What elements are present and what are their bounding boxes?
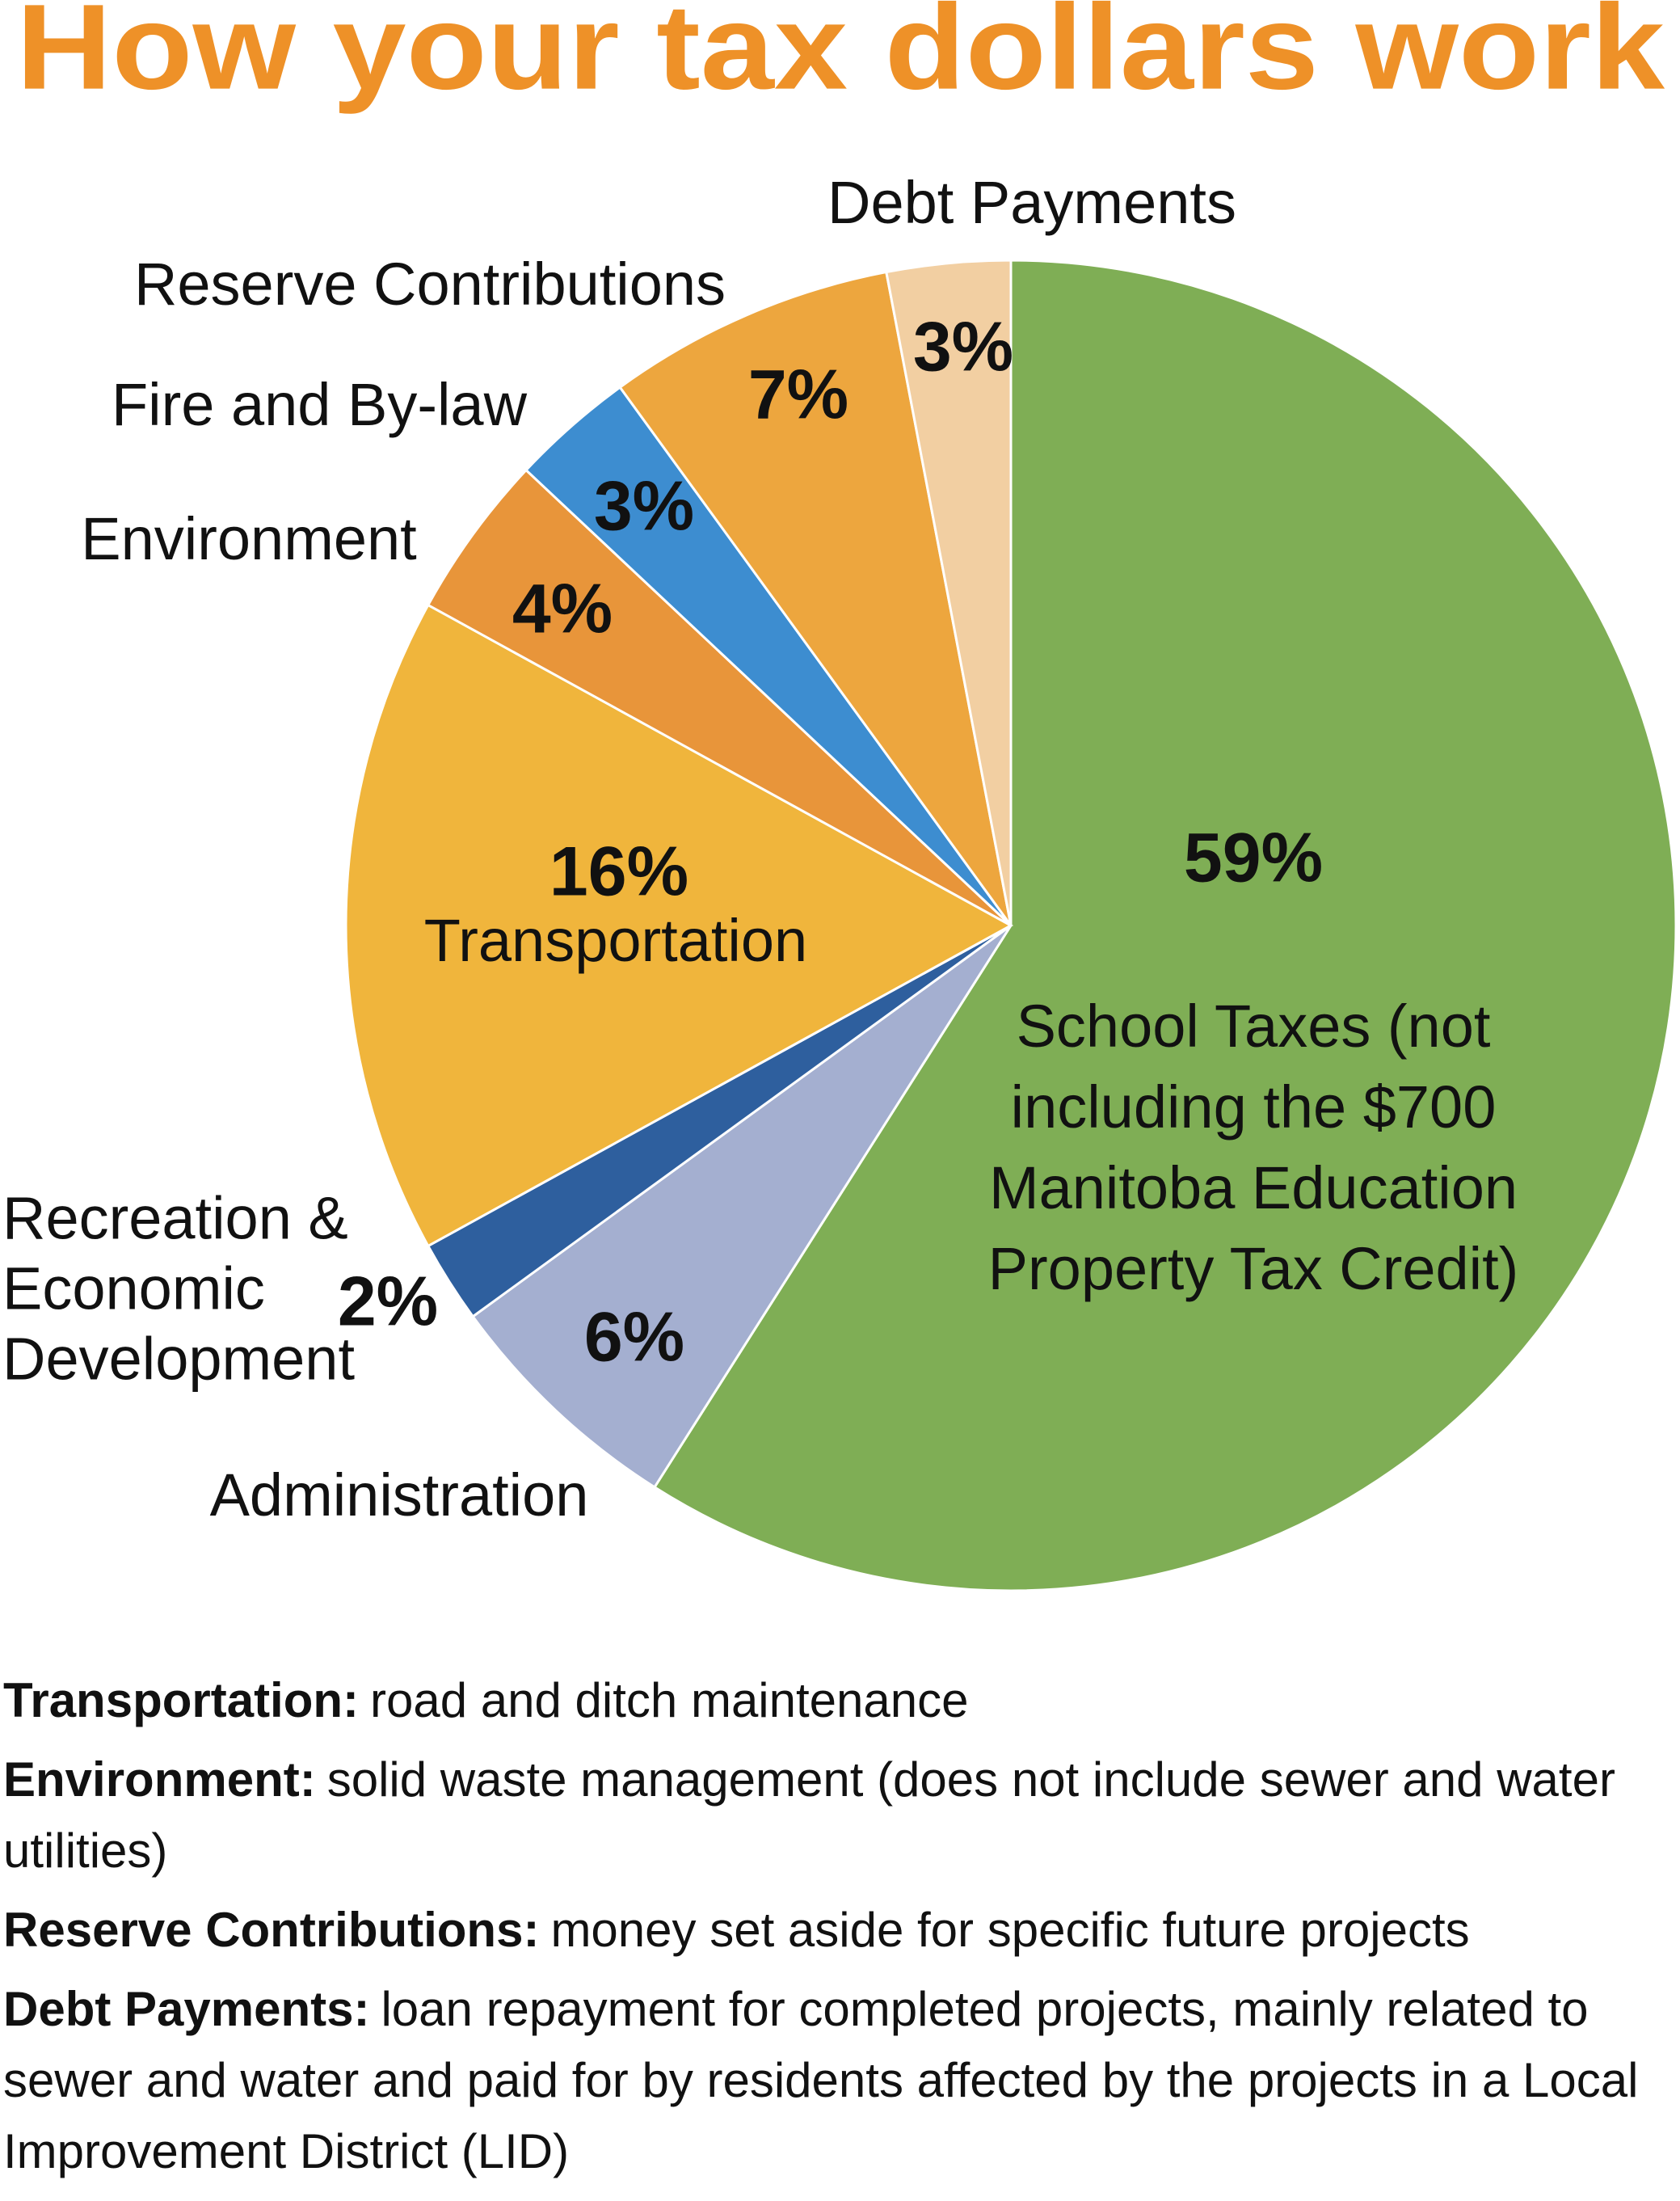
pie-slice bbox=[618, 270, 1013, 926]
value-label: 2% bbox=[337, 1263, 439, 1341]
definition-text: money set aside for specific future proj… bbox=[550, 1903, 1470, 1957]
category-label: Debt Payments bbox=[827, 169, 1236, 236]
definition: Debt Payments: loan repayment for complet… bbox=[3, 1974, 1676, 2187]
value-label: 59% bbox=[1183, 819, 1324, 897]
definition-text: loan repayment for completed projects, m… bbox=[3, 1982, 1639, 2178]
pie-slice bbox=[426, 468, 1013, 927]
definition-term: Reserve Contributions: bbox=[3, 1903, 540, 1957]
pie-slice bbox=[471, 924, 1013, 1489]
definition: Transportation: road and ditch maintenanc… bbox=[3, 1665, 1676, 1736]
category-label: Transportation bbox=[423, 907, 808, 974]
category-label: Administration bbox=[209, 1461, 589, 1528]
definition: Environment: solid waste management (does… bbox=[3, 1744, 1676, 1887]
value-label: 3% bbox=[593, 467, 695, 546]
definition: Reserve Contributions: money set aside fo… bbox=[3, 1895, 1676, 1966]
pie-slice bbox=[344, 603, 1014, 1248]
category-label: Reserve Contributions bbox=[133, 251, 726, 318]
value-label: 16% bbox=[549, 833, 689, 911]
value-label: 3% bbox=[912, 308, 1014, 386]
definition-term: Transportation: bbox=[3, 1673, 360, 1727]
pie-slice bbox=[885, 259, 1013, 926]
chart-title: How your tax dollars work bbox=[16, 0, 1665, 115]
category-label: Fire and By-law bbox=[111, 371, 528, 438]
definition-term: Debt Payments: bbox=[3, 1982, 370, 2036]
value-label: 6% bbox=[583, 1298, 685, 1377]
category-label: Environment bbox=[81, 505, 417, 572]
definition-term: Environment: bbox=[3, 1752, 316, 1807]
value-label: 4% bbox=[512, 570, 613, 648]
definition-text: road and ditch maintenance bbox=[370, 1673, 969, 1727]
category-label: Recreation & Economic Development bbox=[2, 1184, 356, 1393]
value-label: 7% bbox=[747, 356, 849, 434]
category-label: School Taxes (not including the $700 Man… bbox=[987, 993, 1519, 1302]
pie-slice bbox=[652, 259, 1678, 1592]
definitions: Transportation: road and ditch maintenanc… bbox=[3, 1665, 1676, 2195]
definition-text: solid waste management (does not include… bbox=[3, 1752, 1615, 1878]
